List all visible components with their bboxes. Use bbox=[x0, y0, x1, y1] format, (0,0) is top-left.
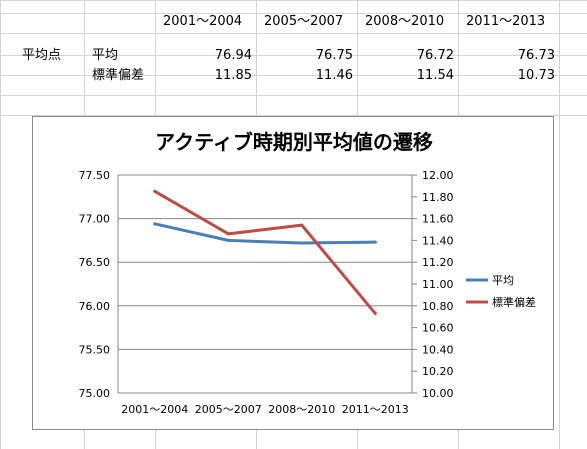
legend-label: 標準偏差 bbox=[492, 295, 536, 309]
y-right-tick-label: 10.80 bbox=[422, 300, 454, 313]
y-right-tick-label: 11.60 bbox=[422, 213, 454, 226]
y-left-tick-label: 75.00 bbox=[79, 387, 111, 400]
row-label-mean[interactable]: 平均 bbox=[92, 48, 119, 63]
header-cell-4[interactable]: 2011～2013 bbox=[466, 14, 546, 29]
y-right-tick-label: 11.80 bbox=[422, 191, 454, 204]
row-group-label[interactable]: 平均点 bbox=[22, 48, 62, 63]
header-cell-3[interactable]: 2008～2010 bbox=[365, 14, 445, 29]
y-left-tick-label: 75.50 bbox=[79, 343, 111, 356]
y-left-tick-label: 77.50 bbox=[79, 169, 111, 182]
series-1-point[interactable] bbox=[373, 240, 377, 244]
x-tick-label: 2005～2007 bbox=[195, 403, 262, 416]
y-right-tick-label: 11.00 bbox=[422, 278, 454, 291]
series-line-1[interactable] bbox=[153, 222, 377, 245]
series-1-point[interactable] bbox=[300, 241, 304, 245]
stddev-value-3[interactable]: 11.54 bbox=[416, 68, 454, 83]
y-right-tick-label: 10.00 bbox=[422, 387, 454, 400]
y-right-tick-label: 12.00 bbox=[422, 169, 454, 182]
series-2-point[interactable] bbox=[300, 223, 304, 227]
y-right-tick-label: 11.20 bbox=[422, 256, 454, 269]
x-tick-label: 2008～2010 bbox=[268, 403, 335, 416]
y-left-tick-label: 76.00 bbox=[79, 300, 111, 313]
y-right-tick-label: 10.60 bbox=[422, 322, 454, 335]
series-1-point[interactable] bbox=[226, 238, 230, 242]
series-line-2[interactable] bbox=[153, 189, 377, 315]
series-1-point[interactable] bbox=[153, 222, 157, 226]
series-2-point[interactable] bbox=[373, 311, 377, 315]
header-cell-2[interactable]: 2005～2007 bbox=[264, 14, 344, 29]
series-2-point[interactable] bbox=[226, 232, 230, 236]
chart-canvas: アクティブ時期別平均値の遷移 75.00 75.50 76.00 76.50 77.00… bbox=[79, 130, 537, 416]
header-cell-1[interactable]: 2001～2004 bbox=[163, 14, 243, 29]
y-right-tick-label: 10.20 bbox=[422, 365, 454, 378]
y-right-tick-label: 11.40 bbox=[422, 234, 454, 247]
stddev-value-4[interactable]: 10.73 bbox=[517, 68, 555, 83]
chart-title: アクティブ時期別平均値の遷移 bbox=[155, 130, 433, 154]
line-chart[interactable]: アクティブ時期別平均値の遷移 75.00 75.50 76.00 76.50 77.00… bbox=[32, 116, 554, 430]
mean-value-2[interactable]: 76.75 bbox=[315, 48, 353, 63]
stddev-value-2[interactable]: 11.46 bbox=[315, 68, 353, 83]
x-tick-label: 2001～2004 bbox=[121, 403, 188, 416]
stddev-value-1[interactable]: 11.85 bbox=[214, 68, 252, 83]
y-left-tick-label: 77.00 bbox=[79, 213, 111, 226]
y-right-tick-label: 10.40 bbox=[422, 343, 454, 356]
x-tick-label: 2011～2013 bbox=[342, 403, 409, 416]
mean-value-4[interactable]: 76.73 bbox=[517, 48, 555, 63]
mean-value-3[interactable]: 76.72 bbox=[416, 48, 454, 63]
mean-value-1[interactable]: 76.94 bbox=[214, 48, 252, 63]
legend-label: 平均 bbox=[492, 274, 514, 287]
row-label-stddev[interactable]: 標準偏差 bbox=[92, 68, 145, 83]
series-2-point[interactable] bbox=[153, 189, 157, 193]
y-left-tick-label: 76.50 bbox=[79, 256, 111, 269]
